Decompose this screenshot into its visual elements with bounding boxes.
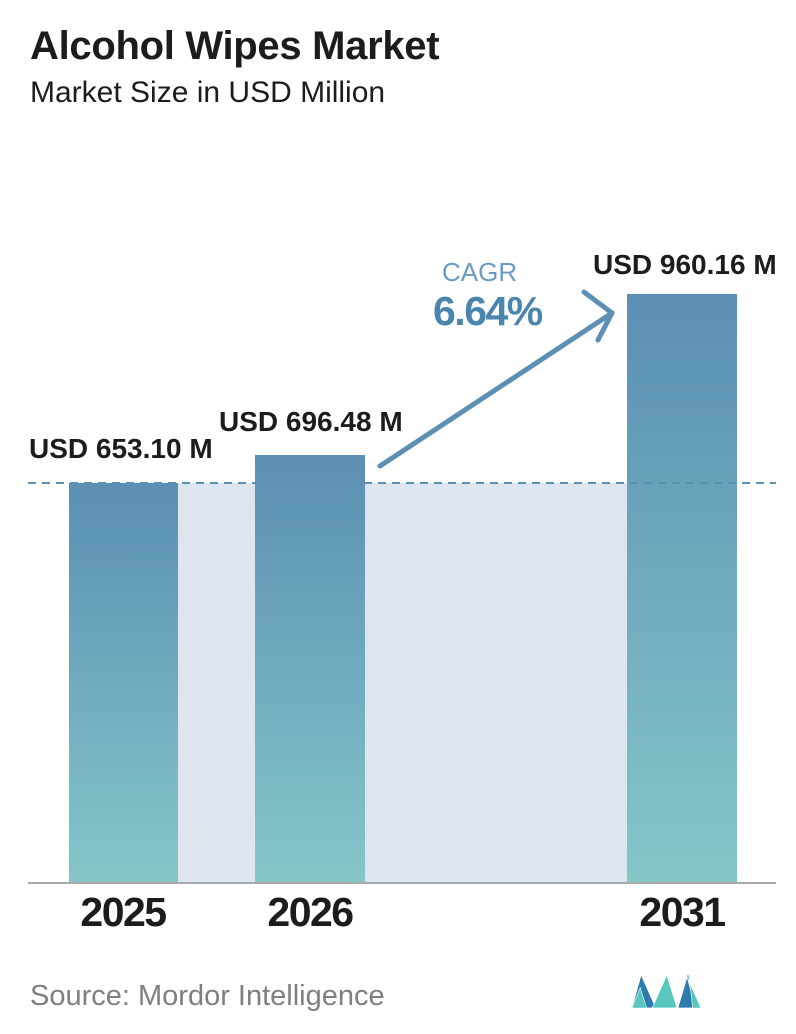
svg-text:2031: 2031	[639, 889, 725, 935]
svg-text:6.64%: 6.64%	[433, 288, 543, 334]
svg-text:CAGR: CAGR	[442, 257, 517, 287]
svg-text:USD 960.16 M: USD 960.16 M	[593, 249, 777, 280]
svg-text:USD 696.48 M: USD 696.48 M	[219, 406, 403, 437]
svg-text:USD 653.10 M: USD 653.10 M	[29, 433, 213, 464]
svg-text:2026: 2026	[267, 889, 353, 935]
svg-text:2025: 2025	[80, 889, 166, 935]
svg-text:Source: Mordor Intelligence: Source: Mordor Intelligence	[30, 980, 385, 1012]
